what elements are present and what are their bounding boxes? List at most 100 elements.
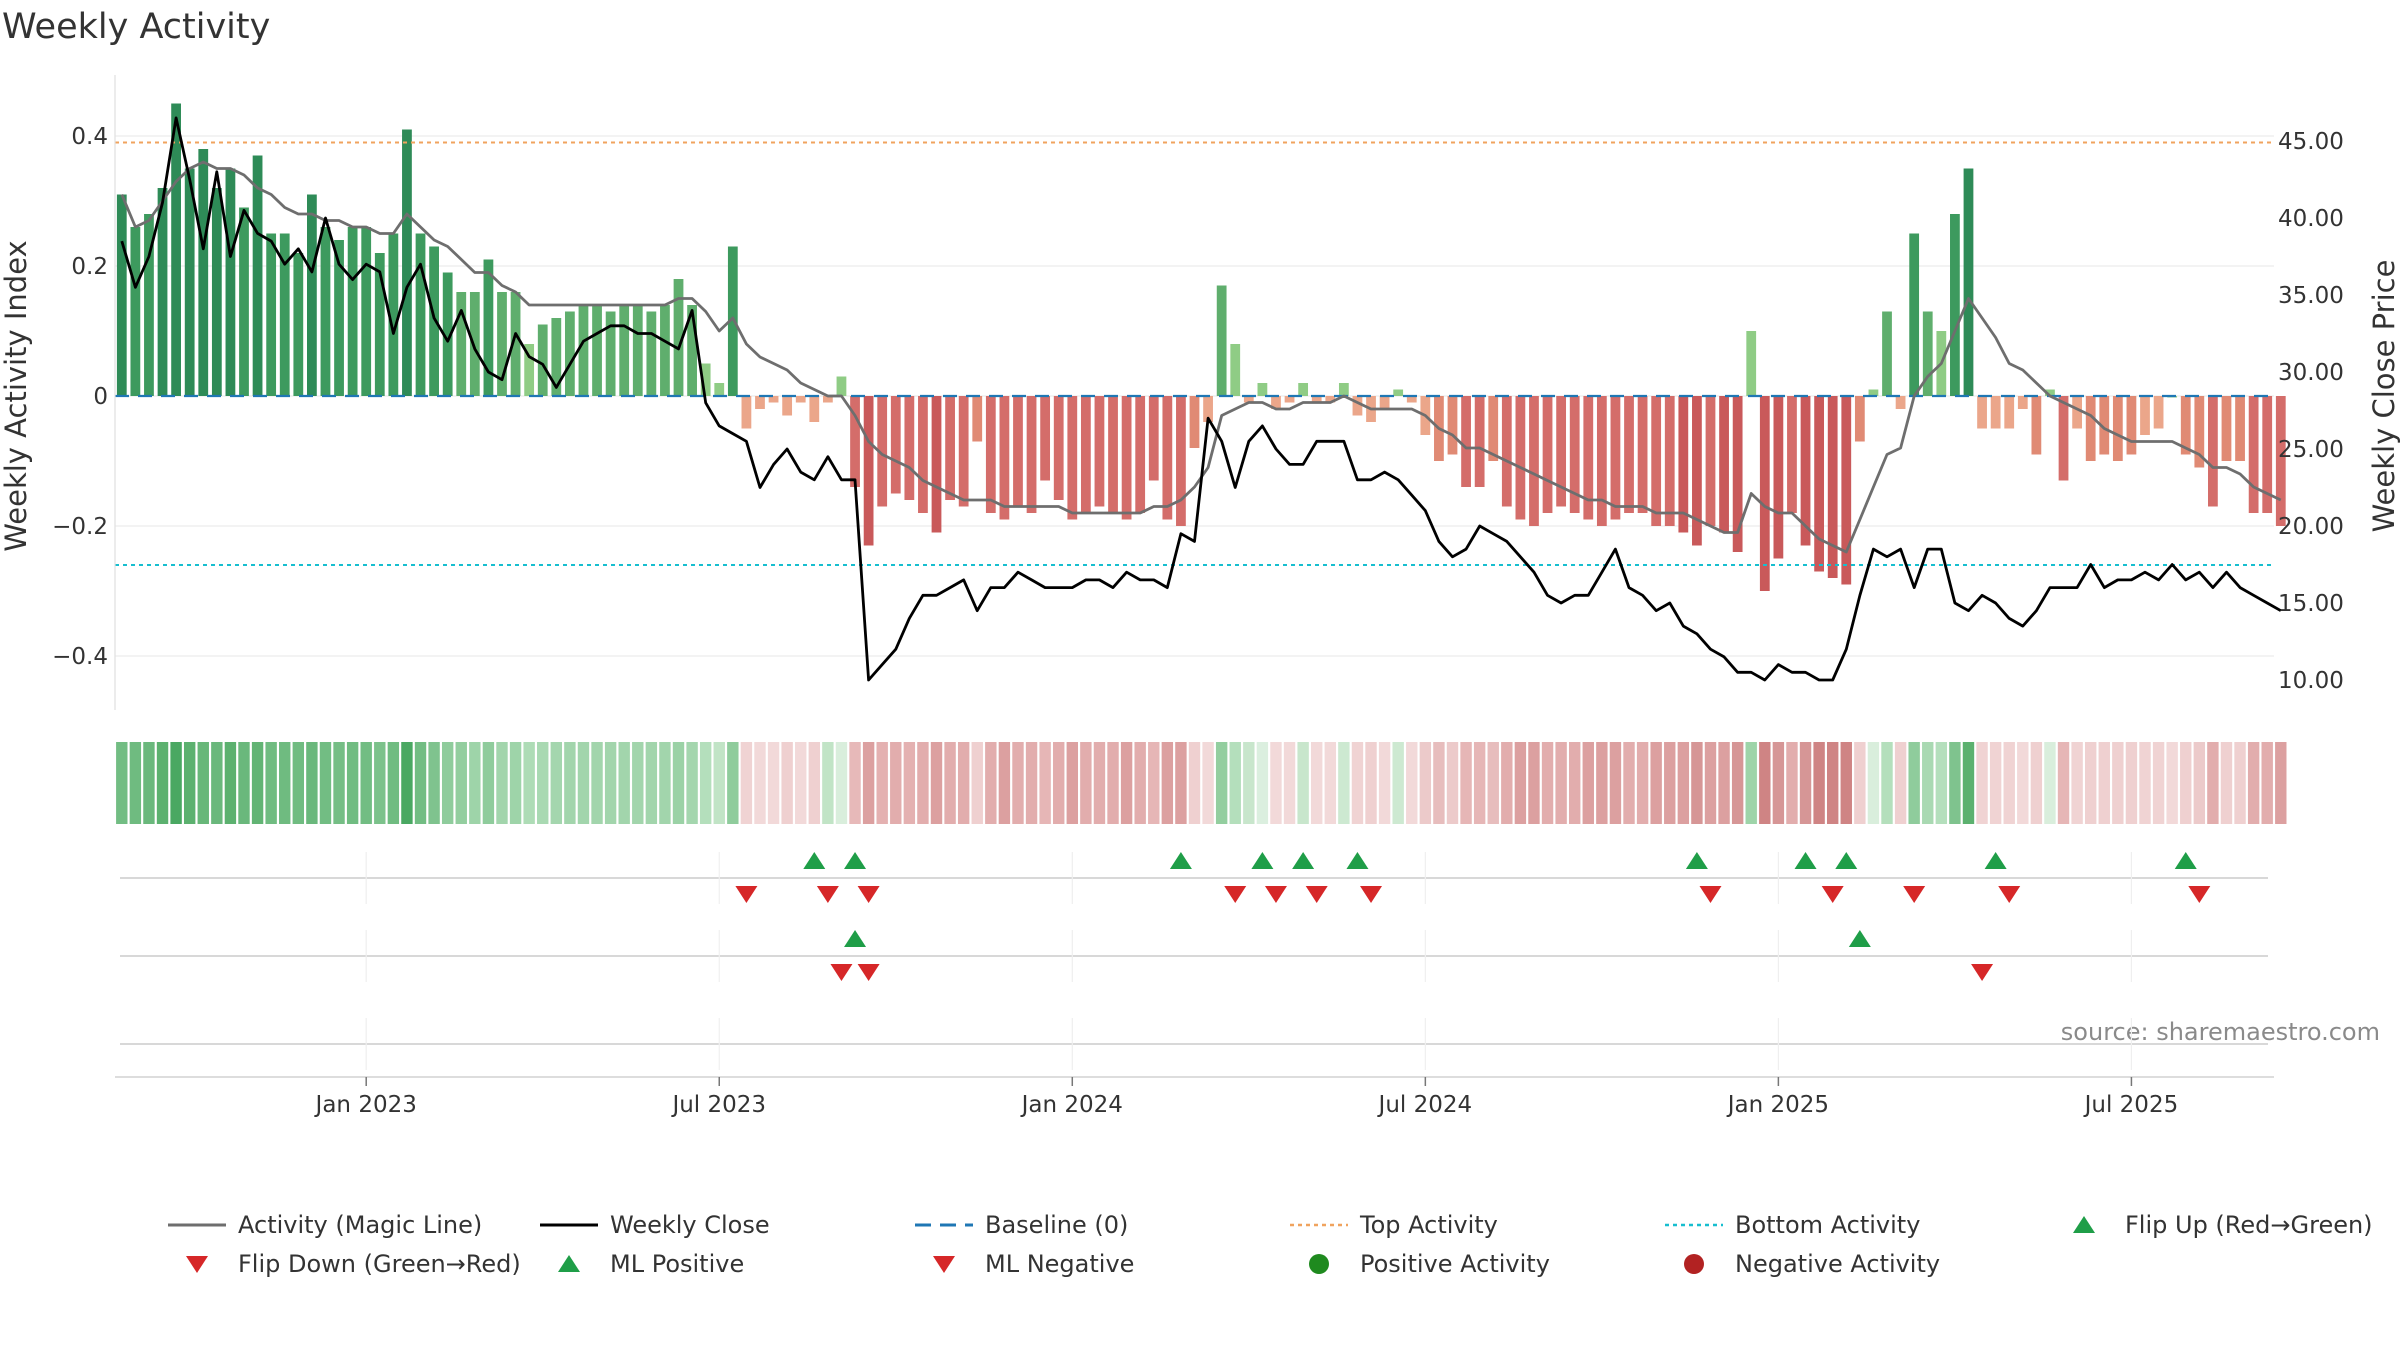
ribbon-cell <box>197 742 209 824</box>
x-tick-label: Jul 2023 <box>670 1092 766 1118</box>
activity-bar <box>320 227 331 396</box>
ribbon-cell <box>2017 742 2029 824</box>
y-tick-label-right: 35.00 <box>2278 283 2344 309</box>
activity-bar <box>1379 396 1390 409</box>
y-tick-label-left: −0.4 <box>52 644 108 670</box>
ribbon-cell <box>374 742 386 824</box>
activity-bar <box>1338 383 1349 396</box>
activity-bar <box>1678 396 1689 533</box>
ribbon-cell <box>1311 742 1323 824</box>
ribbon-cell <box>957 742 970 824</box>
legend-label: Negative Activity <box>1735 1250 1940 1278</box>
legend-label: Top Activity <box>1359 1211 1498 1239</box>
ribbon-cell <box>849 742 861 824</box>
flip-down-marker <box>1264 886 1287 903</box>
legend-triangle-down-icon <box>186 1256 208 1273</box>
ribbon-cell <box>618 742 630 824</box>
activity-bar <box>130 227 141 396</box>
ribbon-cell <box>2234 742 2246 824</box>
ribbon-cell <box>835 742 848 824</box>
x-tick-label: Jan 2025 <box>1726 1092 1829 1118</box>
legend-item: ML Negative <box>933 1250 1134 1278</box>
ribbon-cell <box>1487 742 1499 824</box>
flip-down-marker <box>857 886 880 903</box>
activity-bar <box>1474 396 1485 487</box>
ribbon-cell <box>1188 742 1201 824</box>
flip-up-marker <box>803 852 826 869</box>
activity-bar <box>524 344 535 396</box>
activity-bar <box>605 311 616 396</box>
activity-bar <box>1583 396 1594 520</box>
x-tick-label: Jul 2024 <box>1377 1092 1473 1118</box>
activity-bar <box>1732 396 1743 552</box>
activity-bar <box>2045 389 2055 396</box>
ribbon-cell <box>862 742 875 824</box>
ribbon-cell <box>1473 742 1486 824</box>
ribbon-cell <box>917 742 929 824</box>
ribbon-cell <box>2044 742 2056 824</box>
activity-bar <box>1243 396 1254 403</box>
ribbon-cell <box>496 742 508 824</box>
activity-bar <box>239 207 249 396</box>
ribbon-cell <box>1215 742 1228 824</box>
flip-down-marker <box>2188 886 2211 903</box>
y-tick-label-right: 20.00 <box>2278 514 2344 540</box>
activity-bars <box>116 103 2286 591</box>
activity-bar <box>1108 396 1118 513</box>
activity-bar <box>931 396 942 533</box>
activity-bar <box>985 396 996 513</box>
ribbon-cell <box>1609 742 1622 824</box>
ribbon-cell <box>686 742 698 824</box>
activity-bar <box>1624 396 1634 513</box>
legend-item: ML Positive <box>558 1250 744 1278</box>
ribbon-cell <box>2057 742 2070 824</box>
signal-rows <box>120 852 2268 1070</box>
activity-bar <box>660 305 670 396</box>
ribbon-cell <box>428 742 440 824</box>
ribbon-cell <box>537 742 549 824</box>
activity-bar <box>1013 396 1023 507</box>
ribbon-cell <box>1596 742 1608 824</box>
ribbon-cell <box>2003 742 2015 824</box>
legend-item: Top Activity <box>1290 1211 1498 1239</box>
activity-bar <box>2194 396 2205 468</box>
ribbon-cell <box>1148 742 1160 824</box>
legend-item: Flip Up (Red→Green) <box>2073 1211 2373 1239</box>
ribbon-cell <box>1826 742 1839 824</box>
ribbon-cell <box>1881 742 1893 824</box>
legend-circle-icon <box>1309 1254 1329 1274</box>
ribbon-cell <box>1039 742 1051 824</box>
ribbon-cell <box>279 742 291 824</box>
ribbon-cell <box>2125 742 2138 824</box>
legend-label: ML Negative <box>985 1250 1134 1278</box>
y-tick-label-right: 45.00 <box>2278 129 2344 155</box>
ribbon-cell <box>1025 742 1038 824</box>
activity-bar <box>1203 396 1213 422</box>
ribbon-cell <box>401 742 413 824</box>
activity-bar <box>1556 396 1567 507</box>
flip-up-marker <box>1169 852 1192 869</box>
activity-bar <box>537 324 548 396</box>
ribbon-cell <box>509 742 522 824</box>
activity-bar <box>415 233 426 396</box>
ribbon-cell <box>1894 742 1907 824</box>
legend-triangle-up-icon <box>2073 1216 2095 1233</box>
activity-bar <box>402 129 412 396</box>
ribbon-cell <box>170 742 182 824</box>
activity-bar <box>1311 396 1322 403</box>
activity-bar <box>429 246 439 396</box>
activity-bar <box>1909 233 1920 396</box>
activity-bar <box>1040 396 1051 481</box>
ribbon-cell <box>1813 742 1825 824</box>
ribbon-cell <box>319 742 332 824</box>
ribbon-cell <box>1066 742 1078 824</box>
activity-bar <box>863 396 874 546</box>
activity-bar <box>1569 396 1580 513</box>
activity-bar <box>1284 396 1295 403</box>
ribbon-cell <box>1446 742 1459 824</box>
activity-bar <box>1759 396 1770 591</box>
ml-negative-marker <box>830 964 853 981</box>
activity-bar <box>592 305 602 396</box>
flip-down-marker <box>1821 886 1844 903</box>
activity-bar <box>361 227 372 396</box>
